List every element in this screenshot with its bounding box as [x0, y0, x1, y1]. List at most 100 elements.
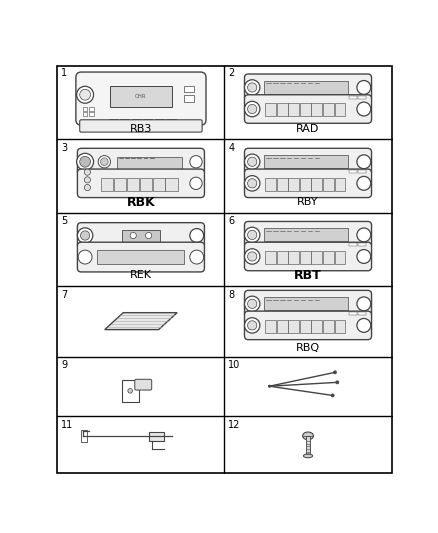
- FancyBboxPatch shape: [78, 148, 205, 175]
- Ellipse shape: [80, 90, 91, 100]
- Bar: [358, 170, 366, 173]
- Bar: [311, 251, 322, 264]
- Bar: [265, 320, 276, 333]
- Ellipse shape: [247, 252, 257, 261]
- Bar: [152, 177, 165, 191]
- Bar: [264, 155, 349, 168]
- Ellipse shape: [244, 101, 260, 117]
- Ellipse shape: [247, 157, 257, 166]
- Text: RAD: RAD: [297, 124, 320, 134]
- Ellipse shape: [128, 389, 132, 393]
- Ellipse shape: [336, 381, 339, 384]
- Bar: [335, 103, 346, 116]
- Text: RBQ: RBQ: [296, 343, 320, 353]
- Ellipse shape: [100, 158, 108, 166]
- Ellipse shape: [247, 83, 257, 92]
- Bar: [323, 320, 334, 333]
- Ellipse shape: [268, 385, 271, 387]
- Bar: [184, 85, 194, 92]
- Ellipse shape: [244, 154, 260, 169]
- Bar: [349, 95, 357, 99]
- Bar: [89, 112, 94, 116]
- Text: 10: 10: [228, 360, 240, 370]
- Bar: [277, 251, 288, 264]
- Bar: [277, 103, 288, 116]
- Text: 6: 6: [228, 216, 234, 227]
- FancyBboxPatch shape: [244, 290, 371, 317]
- Bar: [264, 81, 349, 94]
- Bar: [265, 251, 276, 264]
- Bar: [349, 243, 357, 246]
- Text: 11: 11: [61, 419, 74, 430]
- FancyBboxPatch shape: [244, 311, 371, 340]
- Bar: [122, 380, 138, 401]
- Bar: [300, 320, 311, 333]
- Ellipse shape: [304, 454, 313, 458]
- Text: 5: 5: [61, 216, 67, 227]
- Text: RBY: RBY: [297, 197, 319, 207]
- Bar: [300, 251, 311, 264]
- Ellipse shape: [357, 155, 371, 169]
- Ellipse shape: [357, 318, 371, 332]
- Bar: [335, 320, 346, 333]
- Bar: [300, 103, 311, 116]
- Ellipse shape: [190, 250, 204, 264]
- Ellipse shape: [331, 394, 334, 397]
- Ellipse shape: [333, 371, 336, 374]
- Bar: [335, 251, 346, 264]
- Ellipse shape: [190, 156, 202, 168]
- Bar: [358, 312, 366, 315]
- Bar: [148, 432, 164, 441]
- Bar: [166, 119, 176, 126]
- Text: 4: 4: [228, 143, 234, 154]
- Bar: [311, 177, 322, 191]
- Bar: [109, 119, 118, 126]
- Ellipse shape: [244, 176, 260, 191]
- Bar: [155, 119, 164, 126]
- Bar: [265, 103, 276, 116]
- Ellipse shape: [247, 299, 257, 309]
- Text: 3: 3: [61, 143, 67, 154]
- Bar: [114, 177, 126, 191]
- Ellipse shape: [98, 156, 110, 168]
- Bar: [335, 177, 346, 191]
- FancyBboxPatch shape: [244, 148, 371, 175]
- Bar: [110, 85, 172, 107]
- Ellipse shape: [357, 228, 371, 242]
- Ellipse shape: [85, 177, 91, 183]
- Ellipse shape: [145, 232, 152, 239]
- Ellipse shape: [357, 80, 371, 94]
- Ellipse shape: [77, 154, 94, 170]
- Bar: [277, 177, 288, 191]
- Ellipse shape: [247, 230, 257, 239]
- Ellipse shape: [357, 297, 371, 311]
- FancyBboxPatch shape: [244, 95, 371, 123]
- FancyBboxPatch shape: [135, 379, 152, 390]
- Bar: [323, 251, 334, 264]
- Ellipse shape: [190, 177, 202, 190]
- Ellipse shape: [78, 228, 93, 243]
- Bar: [264, 297, 349, 310]
- Bar: [122, 230, 160, 242]
- Ellipse shape: [80, 156, 91, 167]
- FancyBboxPatch shape: [78, 223, 205, 248]
- Polygon shape: [105, 313, 177, 329]
- Bar: [83, 112, 88, 116]
- Ellipse shape: [244, 249, 260, 264]
- Ellipse shape: [244, 296, 260, 311]
- Bar: [311, 320, 322, 333]
- Text: 9: 9: [61, 360, 67, 370]
- Bar: [184, 95, 194, 102]
- FancyBboxPatch shape: [244, 221, 371, 248]
- FancyBboxPatch shape: [78, 242, 205, 272]
- Ellipse shape: [190, 229, 204, 243]
- Ellipse shape: [247, 179, 257, 188]
- Bar: [288, 320, 299, 333]
- Text: 2: 2: [228, 68, 235, 78]
- Text: RBT: RBT: [294, 269, 322, 282]
- Bar: [306, 436, 310, 456]
- FancyBboxPatch shape: [80, 120, 202, 132]
- Ellipse shape: [85, 169, 91, 175]
- Bar: [300, 177, 311, 191]
- Bar: [323, 177, 334, 191]
